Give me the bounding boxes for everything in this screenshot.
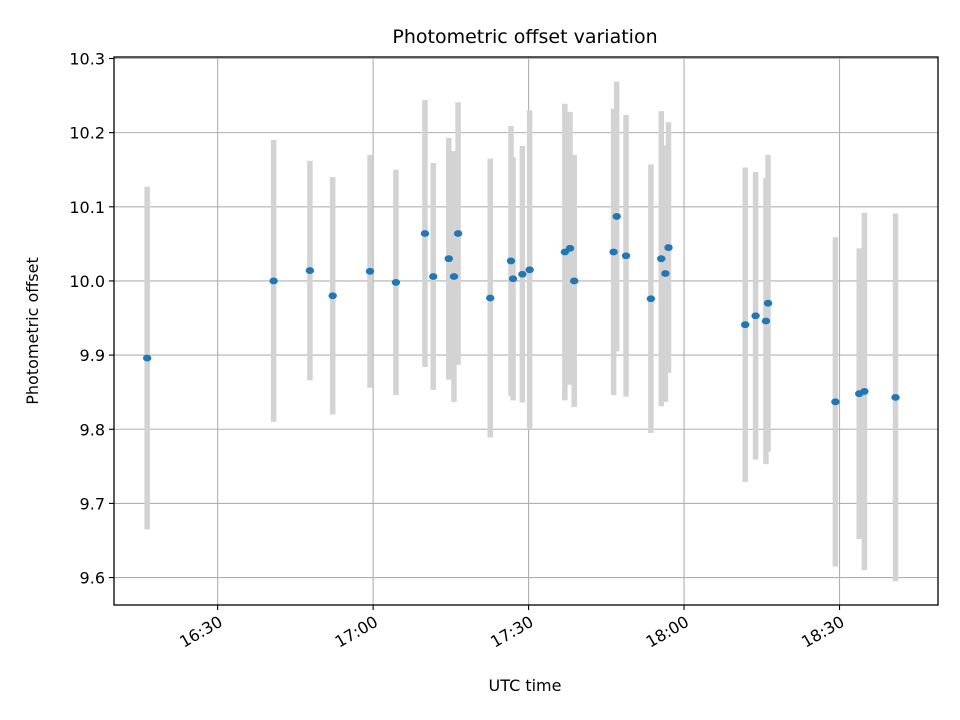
data-point — [621, 252, 631, 260]
y-tick-label: 9.8 — [80, 420, 105, 439]
data-point — [646, 295, 656, 303]
data-point — [269, 277, 278, 285]
data-point — [328, 292, 337, 300]
data-point — [891, 393, 900, 401]
data-point — [444, 255, 453, 263]
y-tick-label: 10.1 — [69, 198, 105, 217]
data-point — [486, 294, 495, 302]
data-point — [391, 279, 401, 286]
data-point — [763, 299, 773, 307]
x-axis-title: UTC time — [489, 676, 562, 695]
data-point — [657, 255, 666, 263]
data-points — [142, 213, 900, 406]
data-point — [751, 312, 760, 320]
data-point — [365, 267, 375, 275]
data-point — [305, 267, 315, 274]
data-point — [142, 354, 152, 362]
data-point — [860, 388, 869, 395]
data-point — [661, 270, 670, 277]
plot-frame — [113, 56, 939, 606]
data-point — [741, 321, 750, 329]
data-point — [761, 317, 771, 325]
data-point — [429, 273, 438, 280]
data-point — [664, 244, 673, 251]
data-point — [525, 266, 534, 274]
y-tick-label: 9.7 — [80, 494, 105, 513]
data-point — [831, 398, 840, 406]
y-axis-title: Photometric offset — [23, 257, 42, 405]
data-point — [565, 244, 575, 252]
data-point — [518, 270, 527, 278]
data-point — [569, 277, 579, 285]
y-tick-label: 10.0 — [69, 272, 105, 291]
y-tick-label: 9.6 — [80, 569, 105, 588]
data-point — [612, 213, 621, 220]
data-point — [449, 273, 459, 280]
data-point — [508, 275, 518, 283]
y-tick-label: 10.2 — [69, 124, 105, 143]
y-tick-label: 10.3 — [69, 49, 105, 68]
data-point — [506, 257, 516, 265]
y-tick-label: 9.9 — [80, 346, 105, 365]
data-point — [420, 230, 430, 237]
data-point — [609, 248, 618, 256]
chart-title: Photometric offset variation — [392, 26, 657, 48]
data-point — [453, 230, 463, 237]
